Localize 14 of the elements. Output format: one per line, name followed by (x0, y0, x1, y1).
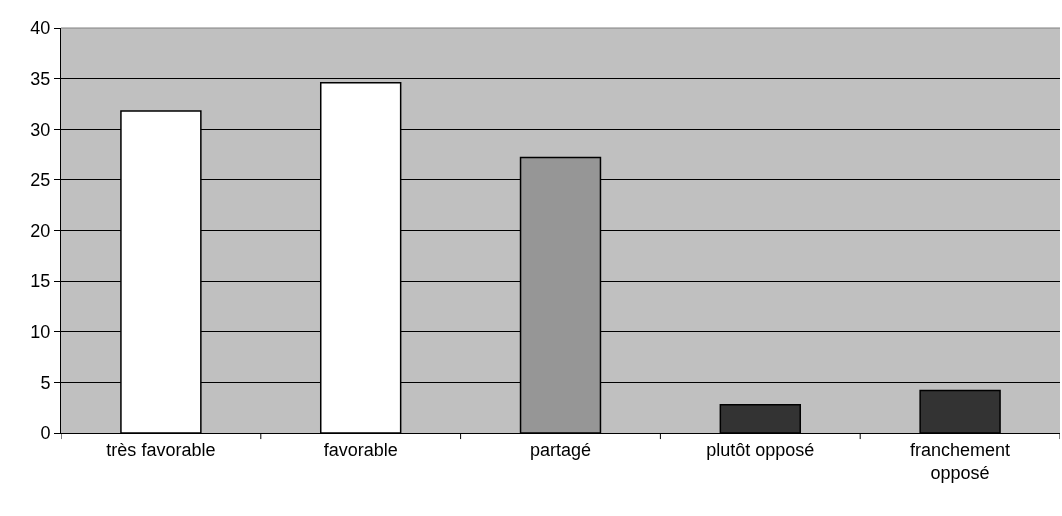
y-tick-label: 0 (40, 423, 51, 444)
y-tick-label: 25 (30, 170, 51, 191)
x-tick-label: plutôt opposé (706, 439, 815, 460)
x-tick-label: partagé (529, 439, 592, 460)
x-tick-label: favorable (323, 439, 398, 460)
y-tick-label: 5 (40, 372, 51, 393)
y-tick-label: 10 (30, 322, 51, 343)
x-tick-label: franchement opposé (910, 439, 1011, 483)
y-tick-label: 20 (30, 220, 51, 241)
y-tick-label: 40 (30, 18, 51, 39)
x-tick-label: très favorable (106, 439, 216, 460)
y-tick-label: 35 (30, 68, 51, 89)
y-tick-label: 15 (30, 271, 51, 292)
y-tick-label: 30 (30, 119, 51, 140)
